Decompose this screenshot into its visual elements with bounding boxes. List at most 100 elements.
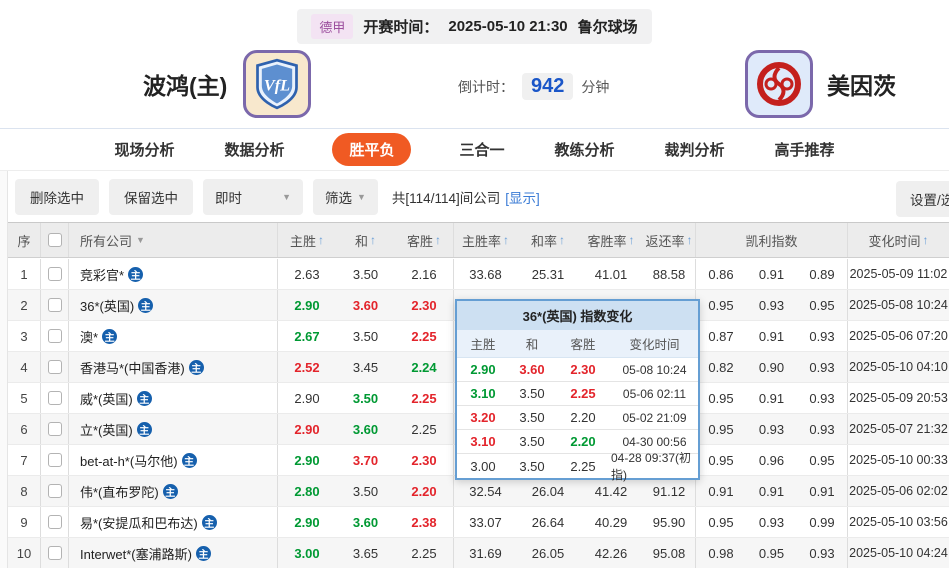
- odds-value: 3.60: [352, 421, 379, 437]
- tab-三合一[interactable]: 三合一: [459, 142, 505, 159]
- sort-asc-icon: ↑: [318, 233, 324, 247]
- header-away-rate[interactable]: 客胜率 ↑: [587, 233, 635, 249]
- tab-高手推荐[interactable]: 高手推荐: [774, 142, 835, 159]
- tab-现场分析[interactable]: 现场分析: [114, 142, 175, 159]
- home-team-logo: VfL: [243, 50, 312, 118]
- table-row[interactable]: 1 竞彩官* 主 2.63 3.50 2.16 33.68 25.31 41.01 88.58 0.…: [8, 259, 949, 290]
- header-company[interactable]: 所有公司 ▼: [68, 223, 277, 257]
- company-cell: 伟*(直布罗陀) 主: [68, 476, 277, 506]
- popup-odds-value: 3.50: [519, 458, 545, 474]
- row-checkbox[interactable]: [47, 515, 62, 529]
- odds-value: 3.65: [352, 545, 379, 561]
- header-home-odds[interactable]: 主胜 ↑: [277, 223, 336, 257]
- odds-value: 3.50: [352, 328, 379, 344]
- table-row[interactable]: 10 Interwet*(塞浦路斯) 主 3.00 3.65 2.25 31.69 26.05…: [8, 538, 949, 568]
- odds-value: 3.50: [352, 266, 379, 282]
- odds-value: 2.20: [411, 483, 437, 499]
- odds-value: 2.90: [277, 383, 336, 413]
- row-checkbox[interactable]: [47, 546, 62, 560]
- header-return-rate[interactable]: 返还率 ↑: [645, 233, 693, 249]
- row-checkbox[interactable]: [47, 360, 62, 374]
- table-row[interactable]: 9 易*(安提瓜和巴布达) 主 2.90 3.60 2.38 33.07 26.64 40.29…: [8, 507, 949, 538]
- show-companies-link[interactable]: [显示]: [505, 190, 540, 206]
- header-home-rate[interactable]: 主胜率 ↑: [453, 223, 517, 257]
- odds-value: 2.52: [277, 352, 336, 382]
- company-cell: 香港马*(中国香港) 主: [68, 352, 277, 382]
- rate-value: 33.07: [453, 507, 517, 537]
- settings-select-button[interactable]: 设置/选择: [896, 181, 949, 217]
- change-time: 2025-05-10 04:10: [847, 352, 949, 382]
- mainz-emblem-icon: [757, 62, 801, 106]
- odds-value: 3.50: [352, 483, 379, 499]
- row-checkbox[interactable]: [47, 422, 62, 436]
- popup-odds-row: 2.90 3.60 2.30 05-08 10:24: [457, 358, 698, 382]
- instant-dropdown[interactable]: 即时 ▼: [203, 178, 303, 215]
- tab-数据分析[interactable]: 数据分析: [224, 142, 285, 159]
- sort-asc-icon: ↑: [435, 233, 441, 247]
- odds-value: 3.60: [352, 514, 379, 530]
- kelly-value: 0.86: [695, 259, 746, 289]
- odds-value: 3.50: [352, 390, 379, 406]
- header-kelly-index: 凯利指数: [695, 223, 847, 257]
- popup-odds-value: 3.10: [470, 434, 496, 449]
- odds-value: 2.25: [411, 328, 437, 344]
- odds-value: 2.30: [411, 452, 437, 468]
- company-cell: 立*(英国) 主: [68, 414, 277, 444]
- odds-value: 2.16: [411, 266, 437, 282]
- change-time: 2025-05-06 07:20: [847, 321, 949, 351]
- kelly-value: 0.96: [758, 452, 785, 468]
- table-row[interactable]: 8 伟*(直布罗陀) 主 2.80 3.50 2.20 32.54 26.04 41.42 91.…: [8, 476, 949, 507]
- keep-selected-button[interactable]: 保留选中: [109, 178, 193, 215]
- home-badge-icon: 主: [201, 514, 217, 530]
- row-checkbox[interactable]: [47, 391, 62, 405]
- kelly-value: 0.91: [758, 328, 785, 344]
- tab-裁判分析[interactable]: 裁判分析: [664, 142, 725, 159]
- row-select-cell: [40, 414, 68, 444]
- chevron-down-icon: ▼: [357, 191, 366, 202]
- row-select-cell: [40, 538, 68, 568]
- row-number: 4: [20, 359, 28, 375]
- select-all-checkbox[interactable]: [47, 233, 62, 247]
- kelly-value: 0.99: [809, 514, 835, 530]
- rate-value: 26.64: [531, 514, 565, 530]
- row-checkbox[interactable]: [47, 329, 62, 343]
- header-away-odds[interactable]: 客胜 ↑: [406, 233, 441, 249]
- match-info-pill: 德甲 开赛时间： 2025-05-10 21:30 鲁尔球场: [297, 9, 652, 44]
- header-draw-rate[interactable]: 和率 ↑: [530, 233, 565, 249]
- row-checkbox[interactable]: [47, 298, 62, 312]
- kelly-value: 0.93: [758, 297, 785, 313]
- away-team-logo: [745, 50, 813, 118]
- popup-odds-row: 3.10 3.50 2.20 04-30 00:56: [457, 430, 698, 454]
- change-time: 2025-05-09 20:53: [847, 383, 949, 413]
- header-change-time[interactable]: 变化时间 ↑: [847, 223, 949, 257]
- rate-value: 95.90: [652, 514, 686, 530]
- popup-odds-row: 3.10 3.50 2.25 05-06 02:11: [457, 382, 698, 406]
- rate-value: 91.12: [652, 483, 686, 499]
- kelly-value: 0.95: [809, 297, 835, 313]
- company-cell: 澳* 主: [68, 321, 277, 351]
- home-badge-icon: 主: [102, 328, 118, 344]
- row-checkbox[interactable]: [47, 484, 62, 498]
- popup-odds-value: 2.20: [570, 434, 596, 449]
- row-number: 9: [20, 514, 28, 530]
- rate-value: [453, 352, 517, 382]
- odds-value: 2.25: [411, 390, 437, 406]
- header-draw-odds[interactable]: 和 ↑: [354, 233, 376, 249]
- kelly-value: 0.95: [695, 290, 746, 320]
- odds-value: 2.90: [277, 445, 336, 475]
- popup-odds-value: 2.25: [570, 386, 596, 401]
- tab-胜平负[interactable]: 胜平负: [332, 133, 412, 166]
- popup-change-time: 05-02 21:09: [622, 410, 687, 425]
- header-company-label: 所有公司: [80, 233, 133, 249]
- filter-dropdown[interactable]: 筛选 ▼: [313, 178, 378, 215]
- popup-odds-value: 3.50: [519, 386, 545, 401]
- kelly-value: 0.91: [758, 483, 785, 499]
- row-checkbox[interactable]: [47, 453, 62, 467]
- company-name: 易*(安提瓜和巴布达): [80, 515, 198, 531]
- row-checkbox[interactable]: [47, 267, 62, 281]
- rate-value: 25.31: [531, 266, 565, 282]
- tab-教练分析[interactable]: 教练分析: [554, 142, 615, 159]
- kelly-value: 0.93: [809, 390, 835, 406]
- delete-selected-button[interactable]: 删除选中: [15, 178, 99, 215]
